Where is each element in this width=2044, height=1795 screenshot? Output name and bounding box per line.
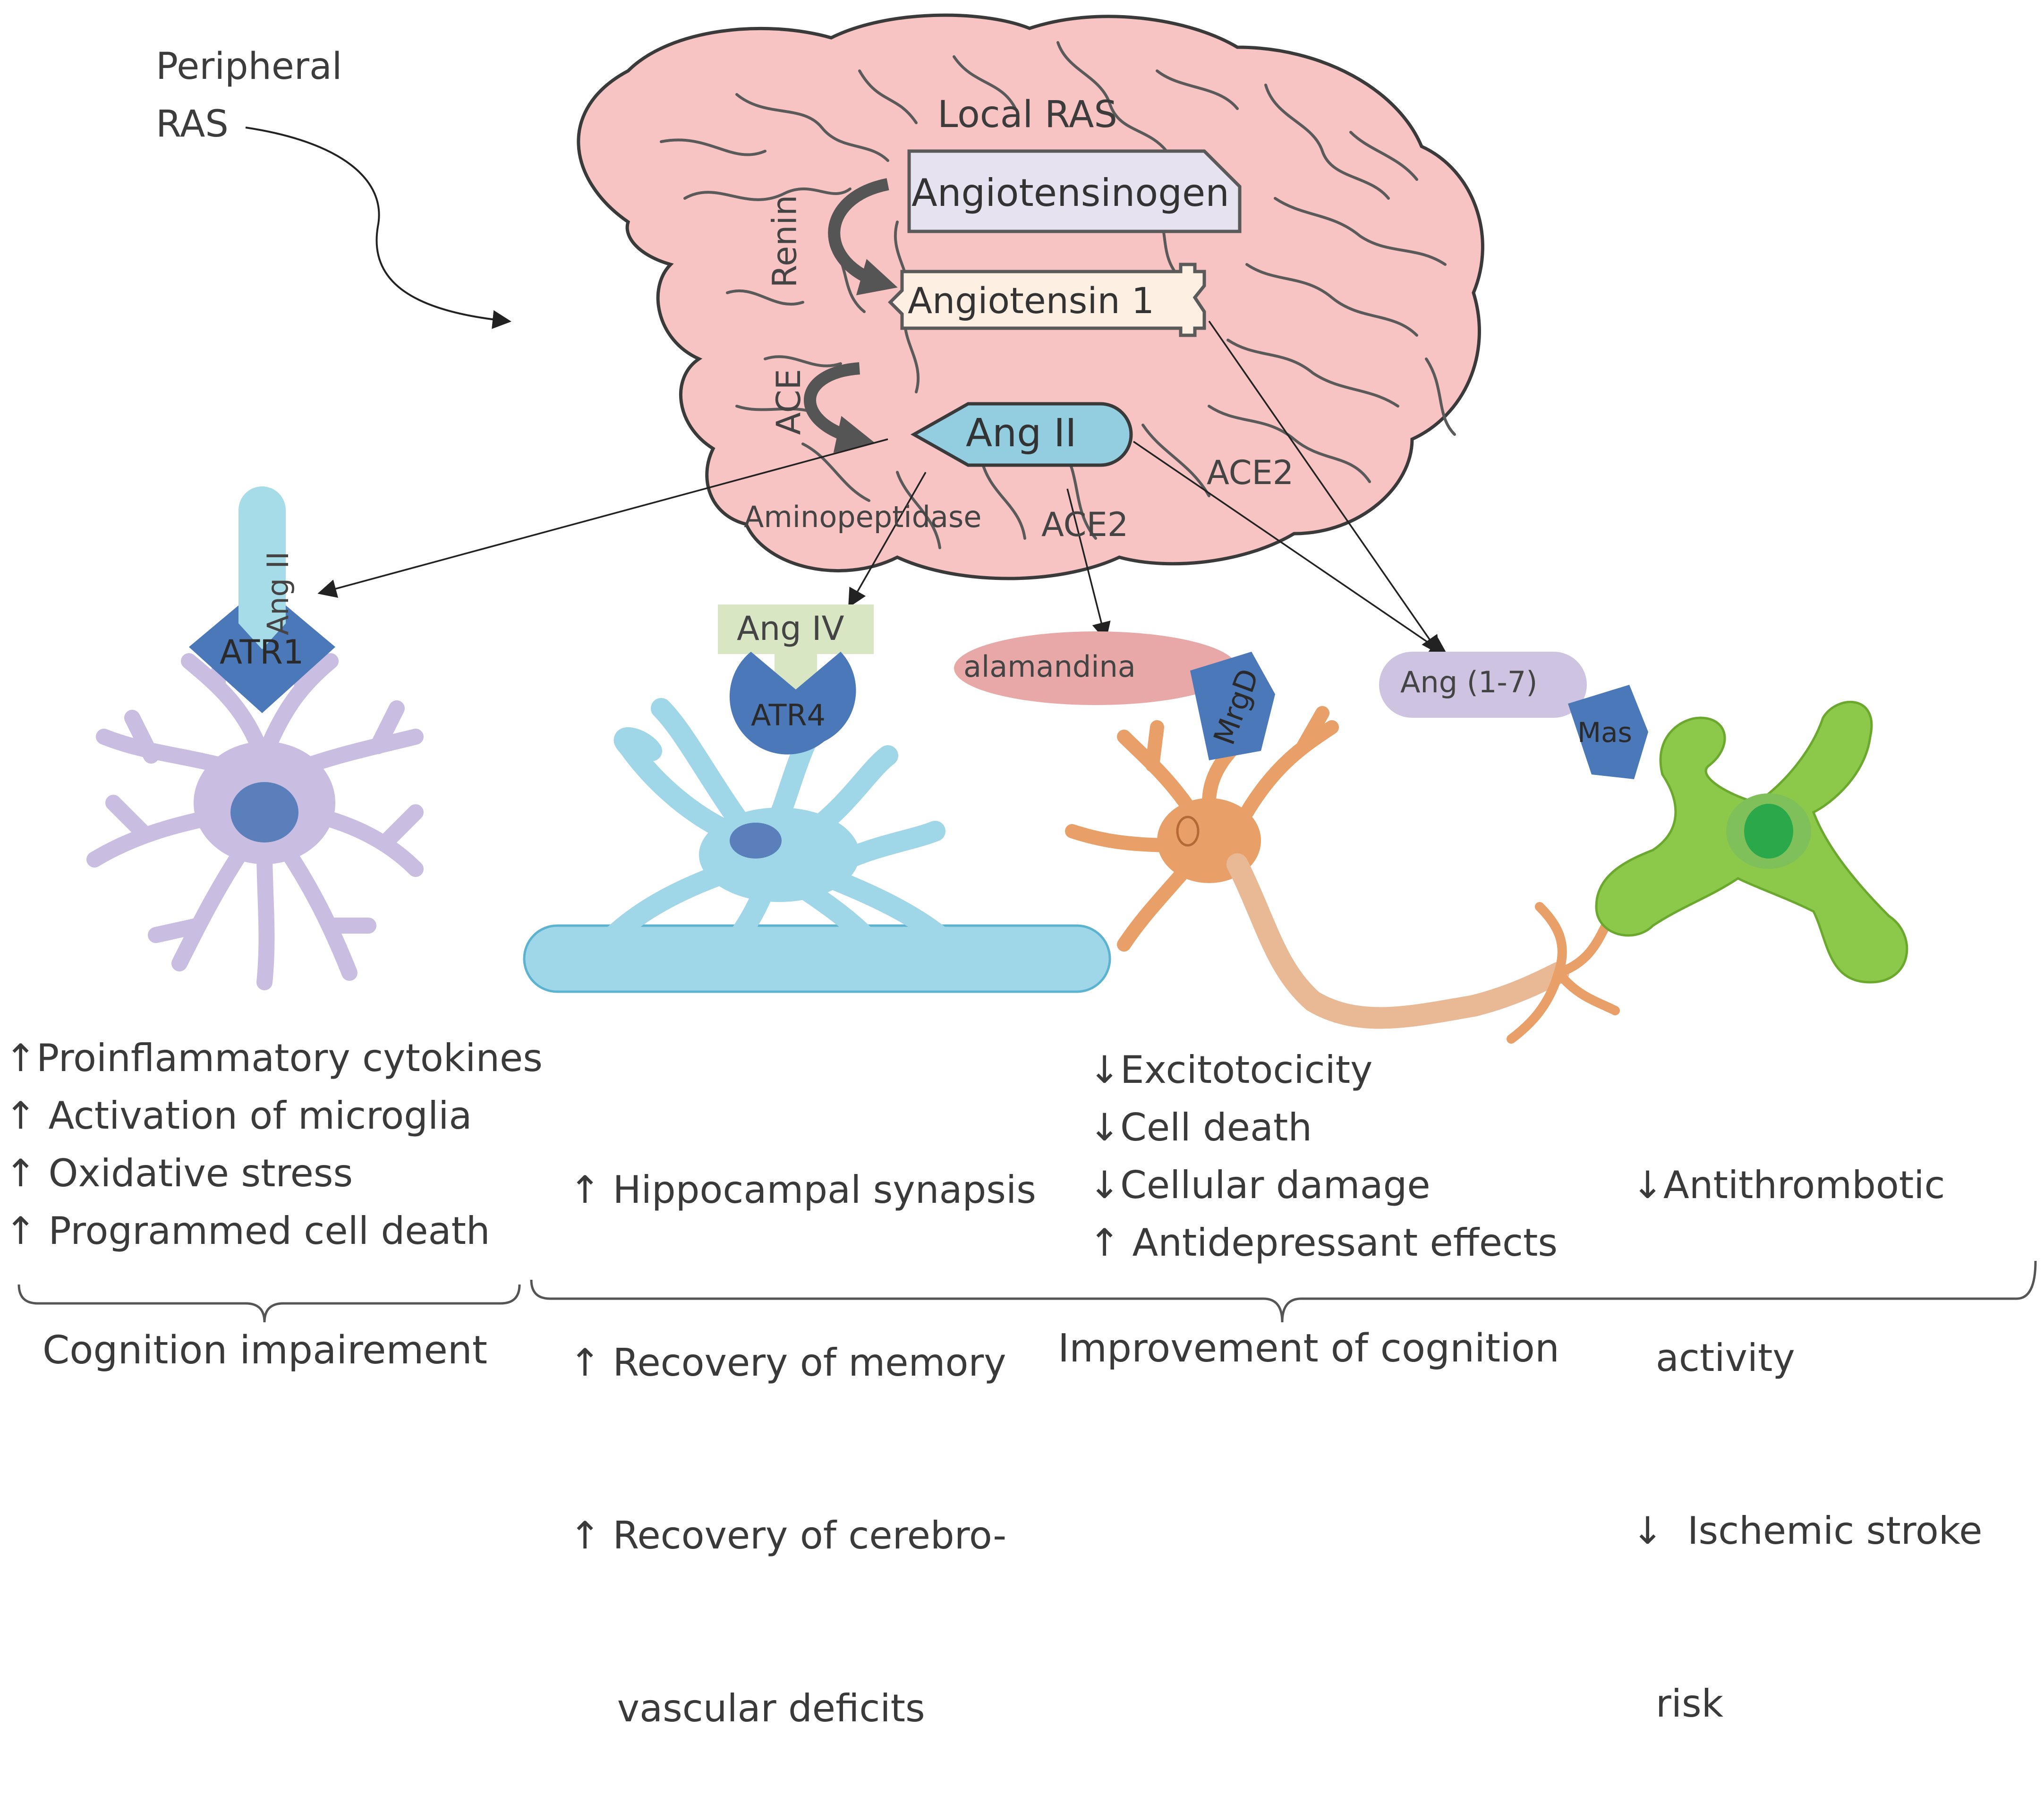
pathway-arrows: [317, 321, 1448, 656]
mrgd-effects: ↓Excitotocicity ↓Cell death ↓Cellular da…: [1089, 1041, 1558, 1272]
mas-effects: ↓Antithrombotic activity ↓ Ischemic stro…: [1632, 1041, 1982, 1790]
effect-item: activity: [1632, 1336, 1795, 1380]
atr4-receptor: [729, 652, 856, 755]
effect-item: ↑ Antidepressant effects: [1089, 1221, 1558, 1265]
ace-label: ACE: [769, 369, 808, 435]
effect-item: vascular deficits: [569, 1686, 925, 1730]
ang2-ligand: [238, 486, 286, 649]
alamandina-box: [954, 631, 1237, 705]
effect-item: ↑ Recovery of memory: [569, 1341, 1006, 1385]
effect-item: ↑ Programmed cell death: [5, 1209, 490, 1253]
atr4-label: ATR4: [751, 698, 826, 732]
cognition-improvement-label: Improvement of cognition: [1058, 1326, 1559, 1371]
angiotensin1-label: Angiotensin 1: [908, 280, 1155, 322]
effect-item: ↓Antithrombotic: [1632, 1163, 1945, 1207]
effect-item: ↑Proinflammatory cytokines: [5, 1036, 543, 1080]
peripheral-ras-label: Peripheral RAS: [156, 38, 342, 153]
neuron-cell: [1065, 706, 1620, 1044]
effect-item: ↓Excitotocicity: [1089, 1048, 1373, 1092]
mas-label: Mas: [1577, 716, 1632, 749]
effect-item: ↑ Activation of microglia: [5, 1094, 472, 1138]
alamandina-label: alamandina: [963, 649, 1136, 684]
effect-item: ↑ Recovery of cerebro-: [569, 1514, 1007, 1557]
peripheral-ras-line2: RAS: [156, 103, 229, 145]
atr1-label: ATR1: [220, 633, 304, 672]
ras-diagram: [17, 13, 2037, 1323]
impairment-brace: [17, 1284, 521, 1323]
local-ras-label: Local RAS: [937, 94, 1117, 136]
atr4-effects: ↑ Hippocampal synapsis ↑ Recovery of mem…: [569, 1046, 1036, 1795]
astrocyte-cell: [86, 644, 424, 990]
renin-label: Renin: [765, 195, 804, 288]
renin-arrow: [828, 178, 898, 296]
endothelial-cell: [1595, 700, 1908, 984]
ang4-label: Ang IV: [737, 609, 844, 648]
ang2-ligand-label: Ang II: [261, 551, 296, 636]
mrgd-receptor: [1190, 652, 1275, 760]
ace-arrow: [804, 362, 875, 453]
peripheral-ras-line1: Peripheral: [156, 45, 342, 88]
aminopeptidase-label: Aminopeptidase: [744, 500, 982, 534]
improvement-brace: [530, 1260, 2037, 1323]
effect-item: ↓ Ischemic stroke: [1632, 1509, 1983, 1553]
ang2-label: Ang II: [966, 411, 1077, 456]
pericyte-cell: [523, 698, 1111, 993]
mas-receptor: [1568, 685, 1648, 779]
ang17-box: [1379, 652, 1587, 718]
ace2-right-label: ACE2: [1207, 453, 1294, 492]
angiotensinogen-label: Angiotensinogen: [911, 171, 1229, 215]
cognition-impairment-label: Cognition impairement: [43, 1328, 487, 1373]
ang17-label: Ang (1-7): [1400, 665, 1538, 699]
atr1-effects: ↑Proinflammatory cytokines ↑ Activation …: [5, 1029, 543, 1260]
effect-item: ↓Cellular damage: [1089, 1163, 1431, 1207]
ang4-box: [718, 604, 874, 654]
ang2-box: [910, 402, 1133, 467]
angiotensinogen-box: [907, 149, 1242, 233]
peripheral-ras-arrow: [245, 127, 511, 329]
angiotensin1-box: [888, 263, 1206, 337]
effect-item: ↑ Hippocampal synapsis: [569, 1168, 1036, 1212]
effect-item: ↑ Oxidative stress: [5, 1151, 353, 1195]
effect-item: ↓Cell death: [1089, 1106, 1312, 1149]
effect-item: risk: [1632, 1682, 1723, 1726]
ace2-center-label: ACE2: [1041, 505, 1129, 544]
